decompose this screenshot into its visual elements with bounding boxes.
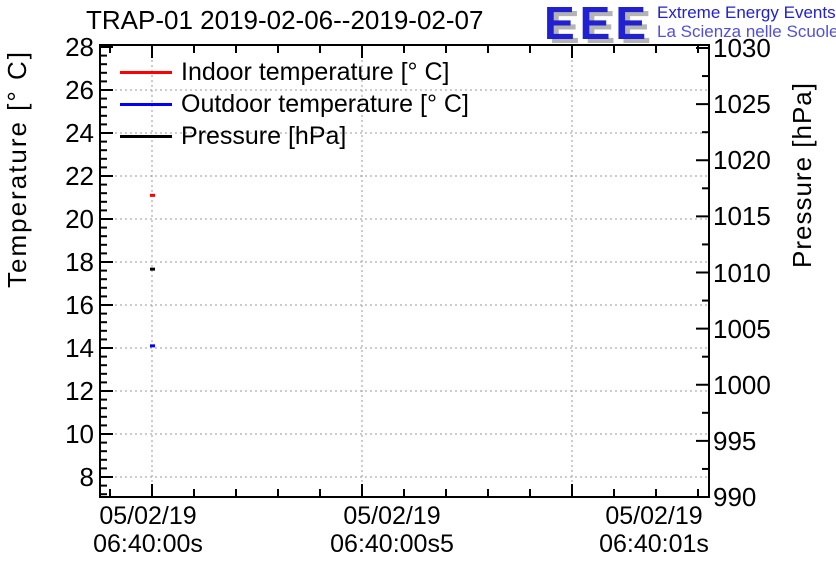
indoor-temperature-point [150, 193, 155, 197]
temperature-tick-label: 16 [65, 290, 94, 320]
pressure-tick-label: 1030 [713, 33, 771, 63]
temperature-tick-label: 26 [65, 75, 94, 105]
temperature-tick-label: 14 [65, 333, 94, 363]
temperature-tick-label: 20 [65, 204, 94, 234]
time-tick-date: 05/02/19 [343, 502, 441, 530]
legend: Indoor temperature [° C] Outdoor tempera… [120, 56, 469, 152]
legend-label: Outdoor temperature [° C] [181, 89, 469, 118]
time-tick-date: 05/02/19 [605, 502, 703, 530]
temperature-tick-label: 18 [65, 247, 94, 277]
data-points [150, 193, 155, 348]
legend-item-outdoor-temperature: Outdoor temperature [° C] [120, 88, 469, 120]
plot-frame [99, 44, 710, 498]
pressure-tick-label: 1005 [713, 314, 771, 344]
eee-tagline-line1: Extreme Energy Events [657, 3, 836, 22]
pressure-tick-label: 1020 [713, 145, 771, 175]
time-tick-label: 05/02/19 06:40:01s [569, 502, 739, 558]
time-tick-time: 06:40:01s [599, 530, 709, 558]
y-axis-title-pressure: Pressure [hPa] [787, 82, 817, 268]
outdoor-temperature-point [150, 344, 155, 348]
pressure-point [150, 267, 155, 271]
gridlines [100, 45, 709, 497]
pressure-tick-label: 1010 [713, 258, 771, 288]
axis-ticks [100, 45, 709, 498]
time-tick-date: 05/02/19 [99, 502, 197, 530]
chart-title: TRAP-01 2019-02-06--2019-02-07 [86, 5, 484, 35]
time-tick-time: 06:40:00s [93, 530, 203, 558]
temperature-tick-label: 12 [65, 376, 94, 406]
legend-label: Pressure [hPa] [181, 121, 347, 150]
temperature-tick-label: 28 [65, 32, 94, 62]
temperature-tick-label: 10 [65, 419, 94, 449]
y-axis-title-temperature: Temperature [° C] [2, 49, 32, 288]
pressure-tick-label: 990 [713, 482, 757, 512]
pressure-line-swatch [120, 134, 172, 138]
legend-label: Indoor temperature [° C] [181, 57, 450, 86]
pressure-tick-label: 1000 [713, 370, 771, 400]
temperature-tick-label: 24 [65, 118, 94, 148]
eee-tagline-line2: La Scienza nelle Scuole [657, 22, 836, 41]
indoor-temperature-line-swatch [120, 70, 172, 74]
time-tick-time: 06:40:00s5 [330, 530, 454, 558]
pressure-tick-label: 995 [713, 426, 757, 456]
outdoor-temperature-line-swatch [120, 102, 172, 106]
pressure-tick-label: 1025 [713, 89, 771, 119]
pressure-tick-label: 1015 [713, 201, 771, 231]
temperature-tick-label: 8 [79, 462, 94, 492]
time-tick-label: 05/02/19 06:40:00s5 [307, 502, 477, 558]
legend-item-pressure: Pressure [hPa] [120, 120, 469, 152]
eee-logo-tagline: Extreme Energy Events La Scienza nelle S… [657, 3, 836, 41]
eee-logo-letters: EEE [544, 0, 652, 49]
temperature-tick-label: 22 [65, 161, 94, 191]
time-tick-label: 05/02/19 06:40:00s [63, 502, 233, 558]
legend-item-indoor-temperature: Indoor temperature [° C] [120, 56, 469, 88]
